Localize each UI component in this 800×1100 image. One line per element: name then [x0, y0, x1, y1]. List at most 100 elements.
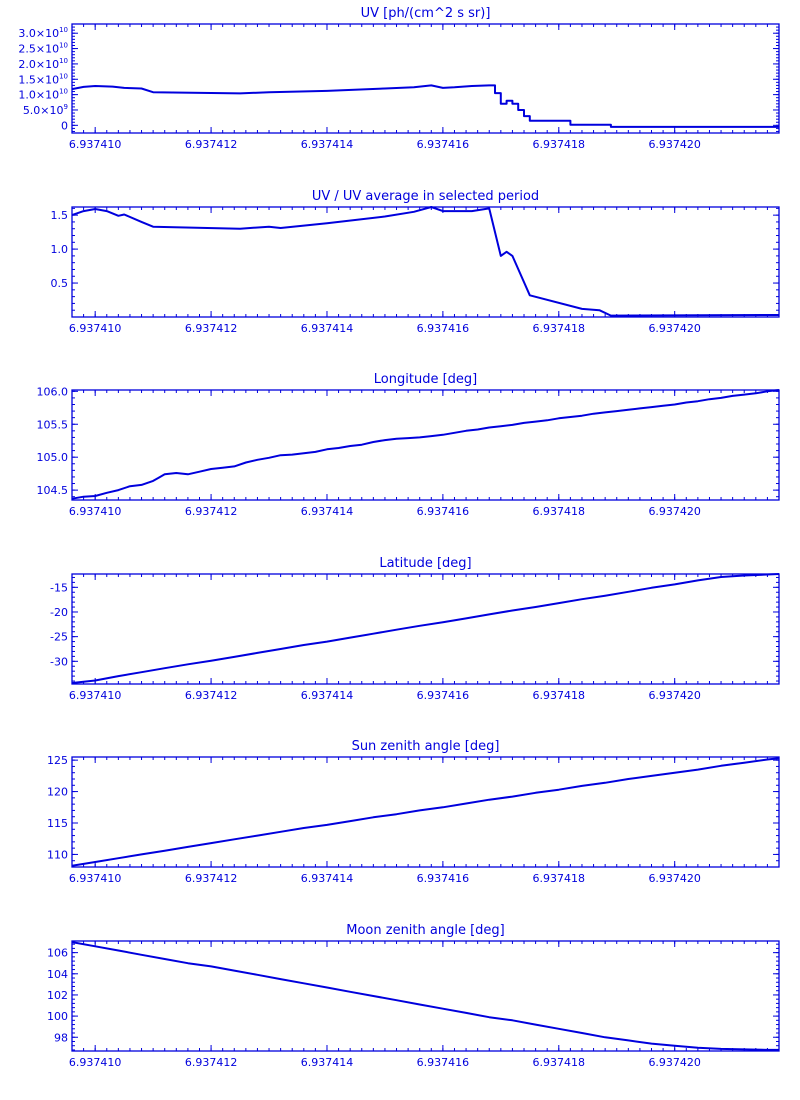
x-tick-label: 6.937414: [301, 322, 354, 335]
y-tick-label: 1.0×1010: [18, 88, 68, 102]
x-tick-label: 6.937410: [69, 872, 122, 885]
chart-panel-3: Longitude [deg] 6.937410 6.937412 6.937414 6…: [37, 372, 780, 518]
y-tick-label: 0.5: [51, 277, 69, 290]
y-tick-exponent: 10: [59, 42, 68, 50]
plot-frame: [71, 573, 780, 685]
y-tick-label: 0: [61, 119, 68, 132]
x-tick-label: 6.937412: [185, 505, 238, 518]
x-tick-label: 6.937416: [417, 872, 470, 885]
y-tick-mantissa: 1.5×10: [18, 73, 59, 86]
x-tick-label: 6.937410: [69, 138, 122, 151]
plot-frame: [71, 756, 780, 868]
y-tick-label: 105.0: [37, 451, 69, 464]
x-tick-label: 6.937416: [417, 322, 470, 335]
x-tick-label: 6.937412: [185, 1056, 238, 1069]
y-tick-label: 98: [54, 1031, 68, 1044]
y-tick-label: 115: [47, 817, 68, 830]
y-tick-mantissa: 5.0×10: [23, 104, 64, 117]
y-tick-label: 104: [47, 968, 68, 981]
chart-title: UV / UV average in selected period: [312, 189, 539, 204]
y-tick-label: 120: [47, 786, 68, 799]
x-tick-label: 6.937414: [301, 138, 354, 151]
x-tick-label: 6.937414: [301, 872, 354, 885]
y-tick-label: 2.5×1010: [18, 42, 68, 56]
y-tick-label: 1.0: [51, 243, 69, 256]
y-tick-label: 105.5: [37, 418, 69, 431]
y-tick-label: 3.0×1010: [18, 26, 68, 40]
chart-panel-6: Moon zenith angle [deg] 6.937410 6.937412 6…: [47, 923, 780, 1069]
y-tick-label: 110: [47, 848, 68, 861]
y-tick-exponent: 9: [64, 103, 68, 111]
x-tick-label: 6.937412: [185, 872, 238, 885]
x-tick-label: 6.937416: [417, 1056, 470, 1069]
x-tick-label: 6.937416: [417, 138, 470, 151]
y-tick-label: 1.5×1010: [18, 72, 68, 86]
series-line: [71, 757, 780, 867]
y-tick-label: 2.0×1010: [18, 57, 68, 71]
chart-title: Longitude [deg]: [374, 372, 477, 387]
y-tick-mantissa: 2.5×10: [18, 43, 59, 56]
x-tick-label: 6.937416: [417, 505, 470, 518]
x-tick-label: 6.937412: [185, 138, 238, 151]
y-tick-exponent: 10: [59, 88, 68, 96]
y-tick-mantissa: 3.0×10: [18, 27, 59, 40]
x-tick-label: 6.937412: [185, 689, 238, 702]
series-line: [71, 573, 780, 684]
chart-title: Latitude [deg]: [379, 556, 471, 571]
y-tick-mantissa: 2.0×10: [18, 58, 59, 71]
x-tick-label: 6.937420: [648, 872, 701, 885]
y-tick-label: 5.0×109: [23, 103, 68, 117]
x-tick-label: 6.937420: [648, 1056, 701, 1069]
chart-title: UV [ph/(cm^2 s sr)]: [361, 6, 491, 21]
chart-panel-2: UV / UV average in selected period 6.9374…: [51, 189, 780, 335]
x-tick-label: 6.937418: [533, 689, 586, 702]
x-tick-label: 6.937418: [533, 138, 586, 151]
x-tick-label: 6.937420: [648, 322, 701, 335]
chart-panel-1: UV [ph/(cm^2 s sr)] 6.937410 6.937412 6.937…: [18, 6, 780, 151]
series-line: [71, 84, 779, 128]
y-tick-label: 125: [47, 754, 68, 767]
x-tick-label: 6.937410: [69, 505, 122, 518]
x-tick-label: 6.937414: [301, 505, 354, 518]
y-tick-label: 106: [47, 947, 68, 960]
chart-panel-4: Latitude [deg] 6.937410 6.937412 6.937414 6.…: [50, 556, 780, 702]
plot-frame: [71, 23, 780, 134]
x-tick-label: 6.937412: [185, 322, 238, 335]
x-tick-label: 6.937420: [648, 505, 701, 518]
x-tick-label: 6.937414: [301, 1056, 354, 1069]
y-tick-label: -15: [50, 581, 68, 594]
y-tick-label: 106.0: [37, 385, 69, 398]
x-tick-label: 6.937420: [648, 138, 701, 151]
x-tick-label: 6.937418: [533, 1056, 586, 1069]
x-tick-label: 6.937420: [648, 689, 701, 702]
y-tick-exponent: 10: [59, 26, 68, 34]
chart-title: Moon zenith angle [deg]: [346, 923, 504, 938]
y-tick-label: 1.5: [51, 209, 69, 222]
y-tick-label: -20: [50, 606, 68, 619]
y-tick-mantissa: 1.0×10: [18, 89, 59, 102]
series-line: [71, 941, 779, 1051]
plot-frame: [71, 940, 780, 1052]
x-tick-label: 6.937414: [301, 689, 354, 702]
x-tick-label: 6.937418: [533, 505, 586, 518]
series-line: [71, 389, 780, 500]
y-tick-label: 104.5: [37, 484, 69, 497]
plot-frame: [71, 206, 780, 318]
chart-title: Sun zenith angle [deg]: [352, 739, 500, 754]
y-tick-label: -25: [50, 631, 68, 644]
x-tick-label: 6.937410: [69, 1056, 122, 1069]
y-tick-exponent: 10: [59, 57, 68, 65]
y-tick-exponent: 10: [59, 72, 68, 80]
y-tick-label: -30: [50, 655, 68, 668]
y-tick-label: 100: [47, 1010, 68, 1023]
x-tick-label: 6.937418: [533, 322, 586, 335]
chart-panel-5: Sun zenith angle [deg] 6.937410 6.937412 6.…: [47, 739, 780, 885]
x-tick-label: 6.937410: [69, 689, 122, 702]
x-tick-label: 6.937418: [533, 872, 586, 885]
x-tick-label: 6.937416: [417, 689, 470, 702]
x-tick-label: 6.937410: [69, 322, 122, 335]
y-tick-label: 102: [47, 989, 68, 1002]
series-line: [71, 206, 780, 317]
plot-frame: [71, 389, 780, 501]
